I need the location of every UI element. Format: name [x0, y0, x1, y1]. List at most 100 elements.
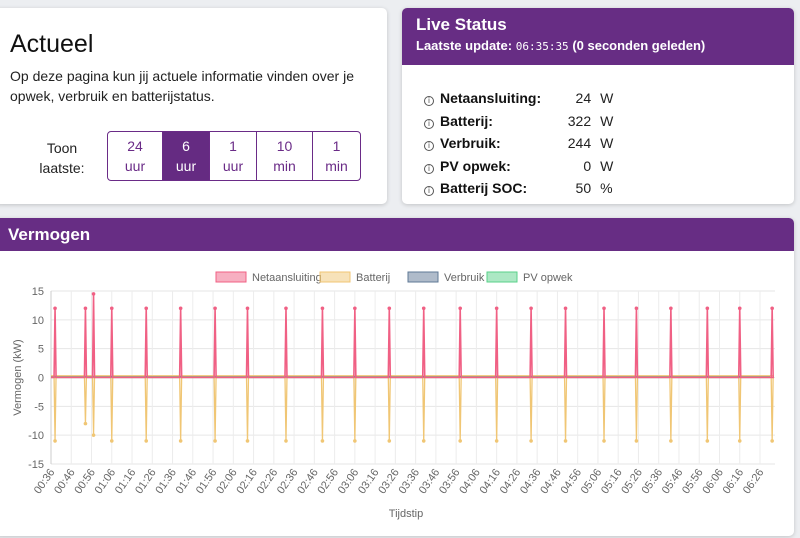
- x-tick-label: 01:46: [174, 467, 200, 496]
- x-tick-label: 02:36: [275, 467, 301, 496]
- legend-label: PV opwek: [523, 272, 573, 284]
- data-point: [529, 439, 533, 443]
- range-6-uur-button[interactable]: 6 uur: [162, 132, 209, 180]
- live-status-title: Live Status: [416, 15, 507, 34]
- range-1-uur-button[interactable]: 1 uur: [209, 132, 256, 180]
- x-tick-label: 04:56: [559, 467, 585, 496]
- data-point: [705, 306, 710, 311]
- data-point: [705, 439, 710, 443]
- data-point: [213, 439, 217, 443]
- data-point: [458, 306, 462, 311]
- x-tick-label: 01:56: [194, 467, 220, 496]
- data-point: [353, 439, 357, 443]
- data-point: [83, 306, 88, 311]
- live-status-card: Live Status Laatste update: 06:35:35 (0 …: [402, 8, 794, 204]
- x-tick-label: 06:06: [700, 467, 726, 496]
- data-point: [602, 306, 606, 311]
- live-status-table: i Netaansluiting: 24 W i Batterij: 322 W…: [422, 87, 613, 200]
- data-point: [284, 306, 288, 311]
- info-icon[interactable]: i: [424, 141, 434, 152]
- data-point: [53, 306, 57, 311]
- series-line: [51, 293, 774, 379]
- status-row-verbruik: i Verbruik: 244 W: [422, 132, 613, 155]
- time-range-selector: 24 uur 6 uur 1 uur 10 min 1 min: [107, 131, 361, 181]
- x-tick-label: 04:26: [498, 467, 524, 496]
- legend-swatch: [407, 271, 439, 283]
- legend-swatch: [319, 271, 351, 283]
- x-tick-label: 03:46: [417, 467, 443, 496]
- data-point: [91, 433, 96, 437]
- page-title: Actueel: [10, 30, 94, 58]
- y-tick-label: 10: [32, 315, 44, 327]
- data-point: [770, 306, 774, 311]
- x-tick-label: 02:06: [214, 467, 240, 496]
- x-tick-label: 03:06: [336, 467, 362, 496]
- data-point: [494, 306, 499, 311]
- y-tick-label: -15: [28, 459, 44, 471]
- legend-swatch: [215, 271, 247, 283]
- data-point: [144, 306, 149, 311]
- data-point: [602, 439, 606, 443]
- range-24-uur-button[interactable]: 24 uur: [124, 138, 146, 174]
- data-point: [669, 439, 673, 443]
- status-row-batterij: i Batterij: 322 W: [422, 110, 613, 133]
- data-point: [563, 306, 568, 311]
- x-tick-label: 02:26: [255, 467, 281, 496]
- data-point: [320, 439, 325, 443]
- x-tick-label: 05:06: [579, 467, 605, 496]
- x-tick-label: 00:36: [32, 467, 58, 496]
- x-tick-label: 05:56: [680, 467, 706, 496]
- range-10-min-button[interactable]: 10 min: [256, 132, 312, 180]
- x-tick-label: 01:06: [93, 467, 119, 496]
- x-tick-label: 04:36: [518, 467, 544, 496]
- data-point: [178, 439, 183, 443]
- last-update-ago: (0 seconden geleden): [572, 38, 706, 53]
- series-line: [51, 375, 774, 441]
- data-point: [634, 306, 639, 311]
- data-point: [109, 439, 114, 443]
- range-1-min-button[interactable]: 1 min: [312, 132, 360, 180]
- status-row-pv-opwek: i PV opwek: 0 W: [422, 155, 613, 178]
- last-update-label: Laatste update:: [416, 38, 513, 53]
- vermogen-card: Vermogen 15 10 5 0 -5 -10 -15 00:36 00:46 00:56 01…: [0, 218, 794, 536]
- x-tick-label: 05:46: [660, 467, 686, 496]
- y-tick-label: 5: [38, 344, 44, 356]
- x-tick-label: 05:26: [619, 467, 645, 496]
- x-tick-label: 05:16: [599, 467, 625, 496]
- data-point: [421, 439, 426, 443]
- status-row-netaansluiting: i Netaansluiting: 24 W: [422, 87, 613, 110]
- vermogen-chart[interactable]: 151050-5-10-1500:3600:4600:5601:0601:160…: [0, 218, 794, 536]
- y-axis-title: Vermogen (kW): [12, 339, 24, 415]
- data-point: [737, 306, 742, 311]
- info-icon[interactable]: i: [424, 163, 434, 174]
- data-point: [320, 306, 325, 311]
- x-tick-label: 00:46: [52, 467, 78, 496]
- x-tick-label: 03:56: [437, 467, 463, 496]
- info-icon[interactable]: i: [424, 186, 434, 197]
- info-icon[interactable]: i: [424, 96, 434, 107]
- x-axis-title: Tijdstip: [389, 508, 423, 520]
- x-tick-label: 01:26: [133, 467, 159, 496]
- data-point: [284, 439, 288, 443]
- info-icon[interactable]: i: [424, 118, 434, 129]
- data-point: [178, 306, 183, 311]
- data-point: [245, 306, 250, 311]
- y-tick-label: -10: [28, 430, 44, 442]
- x-tick-label: 04:06: [457, 467, 483, 496]
- last-update: Laatste update: 06:35:35 (0 seconden gel…: [416, 37, 780, 56]
- y-tick-label: -5: [34, 401, 44, 413]
- data-point: [421, 306, 426, 311]
- x-tick-label: 01:16: [113, 467, 139, 496]
- legend-label: Verbruik: [444, 272, 485, 284]
- data-point: [91, 292, 96, 296]
- page-description: Op deze pagina kun jij actuele informati…: [10, 68, 354, 104]
- data-point: [529, 306, 533, 311]
- x-tick-label: 04:16: [477, 467, 503, 496]
- data-point: [109, 306, 114, 311]
- toon-label: Toon laatste:: [39, 140, 85, 176]
- data-point: [245, 439, 250, 443]
- data-point: [563, 439, 568, 443]
- last-update-time: 06:35:35: [515, 40, 569, 53]
- data-point: [458, 439, 462, 443]
- data-point: [387, 439, 392, 443]
